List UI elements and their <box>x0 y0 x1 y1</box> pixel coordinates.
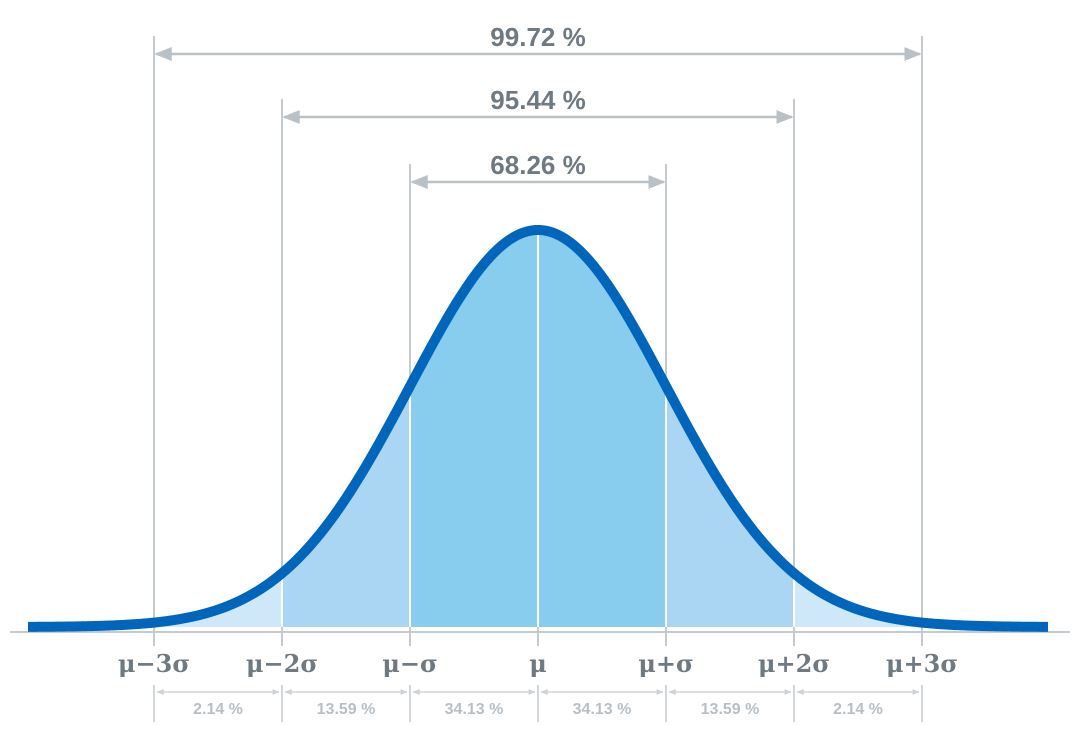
band-layer <box>28 230 1048 627</box>
pct-layer: 2.14 % 13.59 % 34.13 % 34.13 % 13.59 % 2.14 % <box>156 689 920 719</box>
segment-label: 2.14 % <box>833 701 883 718</box>
segment-label: 13.59 % <box>701 701 760 718</box>
curve-layer <box>25 225 1051 632</box>
tick-label: μ−2σ <box>246 649 318 678</box>
span-label: 68.26 % <box>490 150 585 180</box>
guide-layer <box>10 36 1070 722</box>
span-label: 95.44 % <box>490 85 585 115</box>
tick-label: μ+σ <box>638 649 693 678</box>
segment-label: 2.14 % <box>193 701 243 718</box>
tick-label: μ−3σ <box>118 649 190 678</box>
segment-label: 13.59 % <box>317 701 376 718</box>
tick-label: μ <box>529 649 547 678</box>
tick-label: μ+3σ <box>886 649 958 678</box>
tick-layer: μ−3σ μ−2σ μ−σ μ μ+σ μ+2σ μ+3σ <box>118 649 958 678</box>
tick-label: μ+2σ <box>758 649 830 678</box>
segment-label-bg <box>306 697 386 719</box>
segment-label: 34.13 % <box>573 701 632 718</box>
segment-label: 34.13 % <box>445 701 504 718</box>
segment-label-bg <box>818 697 898 719</box>
segment-label-bg <box>562 697 642 719</box>
span-label: 99.72 % <box>490 22 585 52</box>
segment-label-bg <box>178 697 258 719</box>
bell-curve <box>25 225 1051 632</box>
span-layer: 99.72 % 95.44 % 68.26 % <box>154 22 922 189</box>
segment-label-bg <box>434 697 514 719</box>
tick-label: μ−σ <box>382 649 437 678</box>
segment-label-bg <box>690 697 770 719</box>
